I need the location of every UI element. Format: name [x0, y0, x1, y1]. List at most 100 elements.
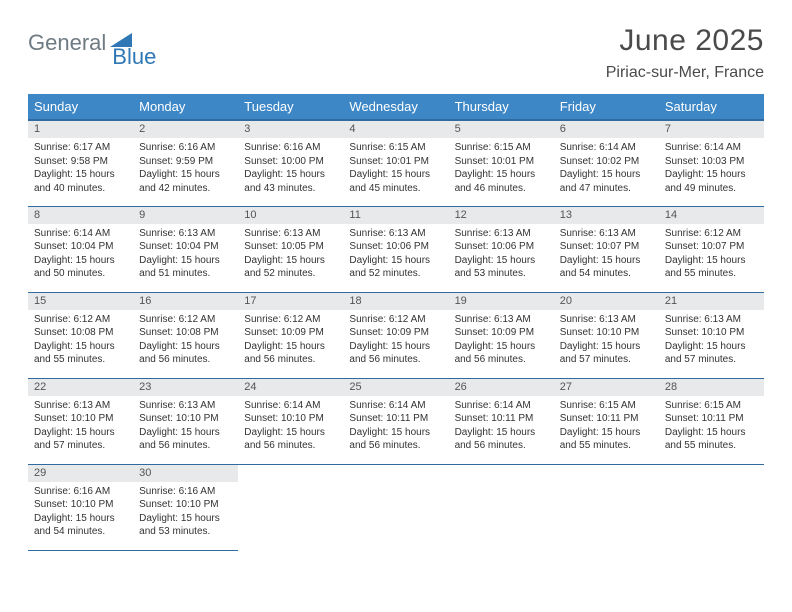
brand-text-general: General — [28, 30, 106, 56]
day-line-d1: Daylight: 15 hours — [349, 426, 444, 440]
day-line-d2: and 55 minutes. — [34, 353, 129, 367]
day-line-ss: Sunset: 10:08 PM — [34, 326, 129, 340]
day-line-d2: and 57 minutes. — [560, 353, 655, 367]
day-details: Sunrise: 6:16 AMSunset: 10:10 PMDaylight… — [133, 482, 238, 543]
day-line-sr: Sunrise: 6:13 AM — [560, 227, 655, 241]
day-cell: 2Sunrise: 6:16 AMSunset: 9:59 PMDaylight… — [133, 120, 238, 206]
day-number: 26 — [449, 379, 554, 396]
day-line-d2: and 56 minutes. — [349, 353, 444, 367]
day-line-d2: and 40 minutes. — [34, 182, 129, 196]
week-row: 22Sunrise: 6:13 AMSunset: 10:10 PMDaylig… — [28, 378, 764, 464]
day-line-d2: and 56 minutes. — [455, 439, 550, 453]
week-row: 29Sunrise: 6:16 AMSunset: 10:10 PMDaylig… — [28, 464, 764, 550]
day-details: Sunrise: 6:13 AMSunset: 10:04 PMDaylight… — [133, 224, 238, 285]
day-line-d2: and 54 minutes. — [34, 525, 129, 539]
day-line-sr: Sunrise: 6:13 AM — [665, 313, 760, 327]
day-line-ss: Sunset: 9:59 PM — [139, 155, 234, 169]
day-line-d2: and 54 minutes. — [560, 267, 655, 281]
day-line-d2: and 43 minutes. — [244, 182, 339, 196]
day-cell: 10Sunrise: 6:13 AMSunset: 10:05 PMDaylig… — [238, 206, 343, 292]
day-details: Sunrise: 6:16 AMSunset: 10:00 PMDaylight… — [238, 138, 343, 199]
day-cell: 11Sunrise: 6:13 AMSunset: 10:06 PMDaylig… — [343, 206, 448, 292]
day-line-ss: Sunset: 10:09 PM — [455, 326, 550, 340]
day-number: 9 — [133, 207, 238, 224]
day-line-ss: Sunset: 10:10 PM — [139, 498, 234, 512]
day-line-sr: Sunrise: 6:14 AM — [455, 399, 550, 413]
dow-tuesday: Tuesday — [238, 94, 343, 120]
day-line-d2: and 56 minutes. — [139, 353, 234, 367]
day-number: 20 — [554, 293, 659, 310]
day-line-d2: and 50 minutes. — [34, 267, 129, 281]
day-line-ss: Sunset: 10:00 PM — [244, 155, 339, 169]
day-line-d1: Daylight: 15 hours — [349, 254, 444, 268]
day-number: 25 — [343, 379, 448, 396]
day-line-d1: Daylight: 15 hours — [455, 340, 550, 354]
day-line-sr: Sunrise: 6:15 AM — [665, 399, 760, 413]
day-line-sr: Sunrise: 6:15 AM — [349, 141, 444, 155]
day-line-d1: Daylight: 15 hours — [455, 168, 550, 182]
empty-cell — [449, 464, 554, 550]
day-line-d1: Daylight: 15 hours — [349, 168, 444, 182]
day-details: Sunrise: 6:13 AMSunset: 10:05 PMDaylight… — [238, 224, 343, 285]
day-details: Sunrise: 6:14 AMSunset: 10:11 PMDaylight… — [343, 396, 448, 457]
day-number: 11 — [343, 207, 448, 224]
day-number: 13 — [554, 207, 659, 224]
day-cell: 29Sunrise: 6:16 AMSunset: 10:10 PMDaylig… — [28, 464, 133, 550]
day-cell: 23Sunrise: 6:13 AMSunset: 10:10 PMDaylig… — [133, 378, 238, 464]
day-cell: 17Sunrise: 6:12 AMSunset: 10:09 PMDaylig… — [238, 292, 343, 378]
day-line-d1: Daylight: 15 hours — [455, 254, 550, 268]
day-line-d1: Daylight: 15 hours — [34, 340, 129, 354]
day-line-d2: and 56 minutes. — [455, 353, 550, 367]
day-line-d2: and 55 minutes. — [560, 439, 655, 453]
day-line-d2: and 53 minutes. — [455, 267, 550, 281]
empty-cell — [554, 464, 659, 550]
day-line-ss: Sunset: 10:09 PM — [349, 326, 444, 340]
day-line-ss: Sunset: 10:10 PM — [560, 326, 655, 340]
day-details: Sunrise: 6:13 AMSunset: 10:09 PMDaylight… — [449, 310, 554, 371]
day-number: 3 — [238, 121, 343, 138]
day-number: 29 — [28, 465, 133, 482]
day-details: Sunrise: 6:14 AMSunset: 10:10 PMDaylight… — [238, 396, 343, 457]
day-details: Sunrise: 6:16 AMSunset: 10:10 PMDaylight… — [28, 482, 133, 543]
day-details: Sunrise: 6:13 AMSunset: 10:10 PMDaylight… — [659, 310, 764, 371]
calendar-table: Sunday Monday Tuesday Wednesday Thursday… — [28, 94, 764, 551]
dow-sunday: Sunday — [28, 94, 133, 120]
day-line-sr: Sunrise: 6:14 AM — [244, 399, 339, 413]
day-cell: 20Sunrise: 6:13 AMSunset: 10:10 PMDaylig… — [554, 292, 659, 378]
day-line-sr: Sunrise: 6:16 AM — [34, 485, 129, 499]
day-line-d1: Daylight: 15 hours — [560, 340, 655, 354]
empty-cell — [343, 464, 448, 550]
day-line-sr: Sunrise: 6:13 AM — [139, 399, 234, 413]
day-line-d2: and 55 minutes. — [665, 267, 760, 281]
day-line-d1: Daylight: 15 hours — [139, 512, 234, 526]
day-line-d1: Daylight: 15 hours — [349, 340, 444, 354]
day-details: Sunrise: 6:15 AMSunset: 10:11 PMDaylight… — [659, 396, 764, 457]
day-line-d1: Daylight: 15 hours — [665, 426, 760, 440]
day-line-sr: Sunrise: 6:16 AM — [139, 141, 234, 155]
day-line-d1: Daylight: 15 hours — [34, 512, 129, 526]
day-number: 7 — [659, 121, 764, 138]
empty-cell — [659, 464, 764, 550]
day-details: Sunrise: 6:14 AMSunset: 10:02 PMDaylight… — [554, 138, 659, 199]
day-details: Sunrise: 6:13 AMSunset: 10:06 PMDaylight… — [449, 224, 554, 285]
day-line-sr: Sunrise: 6:14 AM — [34, 227, 129, 241]
day-line-ss: Sunset: 10:04 PM — [34, 240, 129, 254]
day-line-sr: Sunrise: 6:14 AM — [560, 141, 655, 155]
day-details: Sunrise: 6:13 AMSunset: 10:10 PMDaylight… — [133, 396, 238, 457]
day-line-sr: Sunrise: 6:13 AM — [455, 227, 550, 241]
day-cell: 5Sunrise: 6:15 AMSunset: 10:01 PMDayligh… — [449, 120, 554, 206]
day-line-sr: Sunrise: 6:17 AM — [34, 141, 129, 155]
day-cell: 3Sunrise: 6:16 AMSunset: 10:00 PMDayligh… — [238, 120, 343, 206]
day-details: Sunrise: 6:17 AMSunset: 9:58 PMDaylight:… — [28, 138, 133, 199]
header: General Blue June 2025 Piriac-sur-Mer, F… — [28, 24, 764, 82]
day-line-d1: Daylight: 15 hours — [139, 168, 234, 182]
location-label: Piriac-sur-Mer, France — [606, 64, 764, 82]
day-line-ss: Sunset: 10:02 PM — [560, 155, 655, 169]
day-line-ss: Sunset: 10:10 PM — [34, 412, 129, 426]
day-line-ss: Sunset: 10:11 PM — [665, 412, 760, 426]
day-line-ss: Sunset: 10:10 PM — [244, 412, 339, 426]
day-line-ss: Sunset: 10:04 PM — [139, 240, 234, 254]
day-line-ss: Sunset: 9:58 PM — [34, 155, 129, 169]
day-of-week-row: Sunday Monday Tuesday Wednesday Thursday… — [28, 94, 764, 120]
day-line-d1: Daylight: 15 hours — [244, 340, 339, 354]
